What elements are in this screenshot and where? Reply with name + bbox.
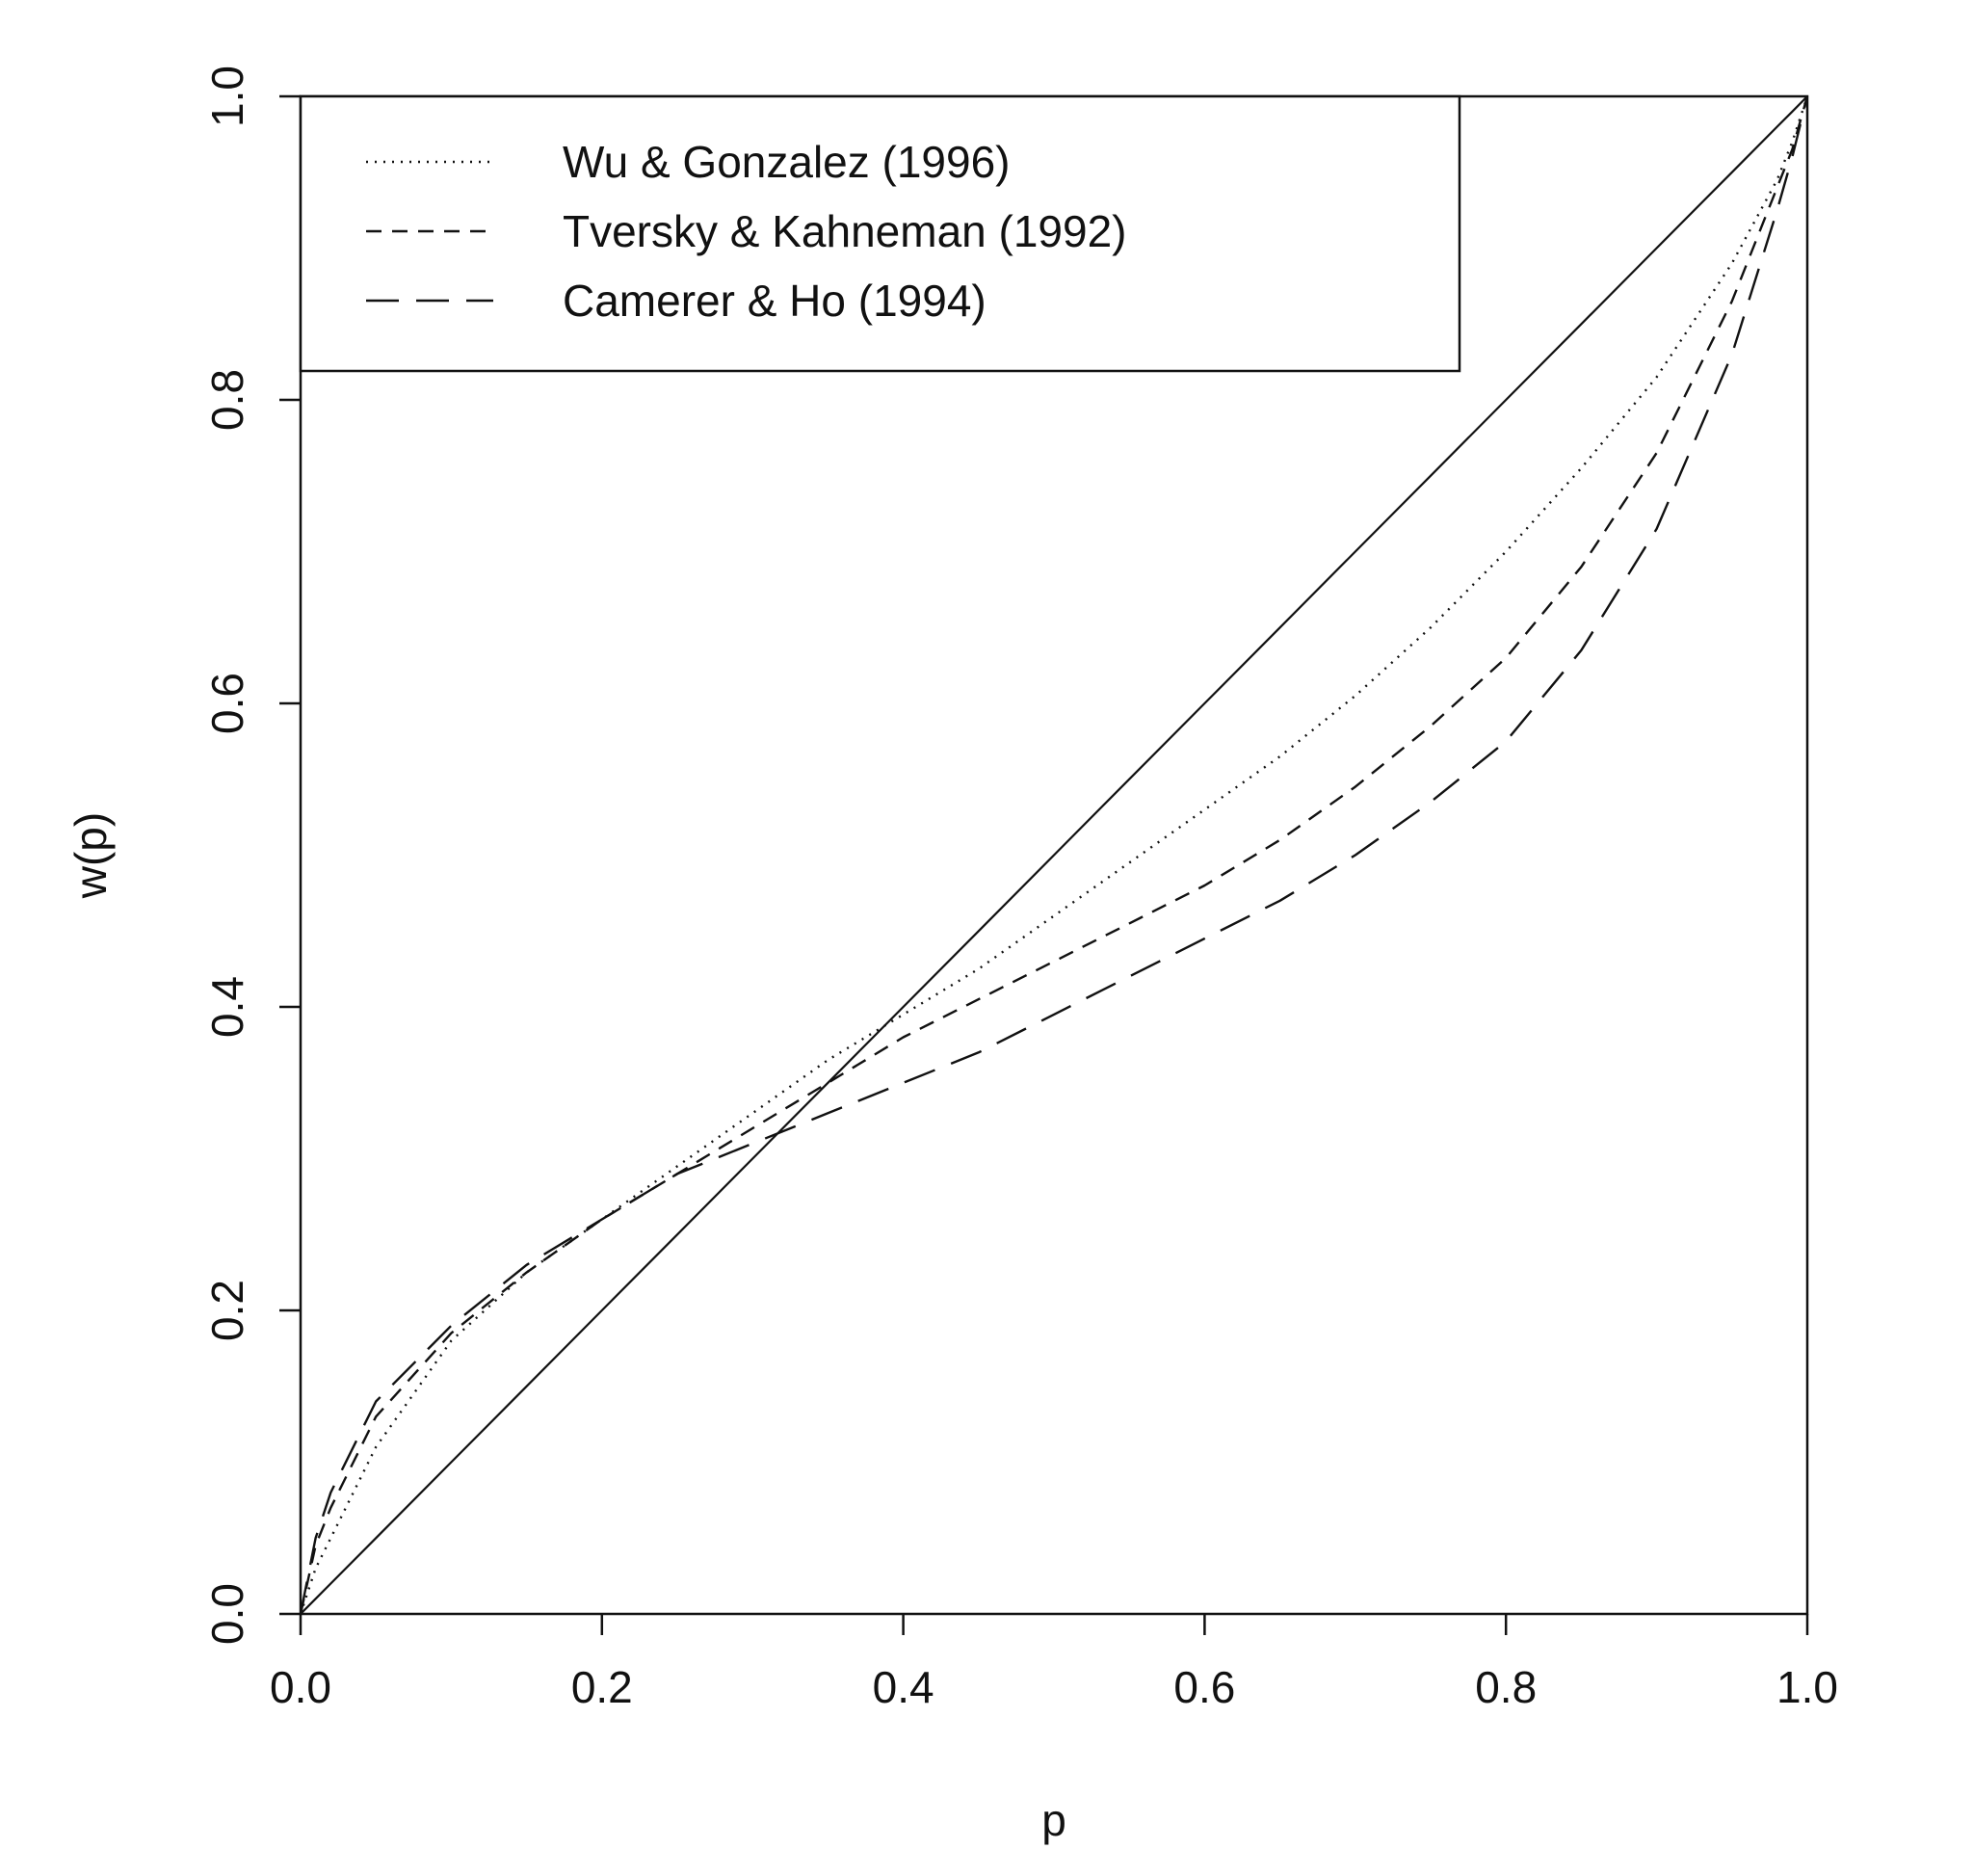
plot-layer	[299, 95, 1809, 1615]
x-tick-label: 0.4	[873, 1662, 934, 1712]
y-tick-label: 0.4	[202, 976, 252, 1038]
x-tick-label: 1.0	[1776, 1662, 1838, 1712]
y-tick-label: 0.8	[202, 369, 252, 431]
series-line-camerer-ho-1994	[299, 95, 1809, 1615]
series-line-wu-gonzalez-1996	[299, 95, 1809, 1615]
y-tick-label: 1.0	[202, 66, 252, 127]
legend-label: Camerer & Ho (1994)	[563, 276, 986, 326]
series-line-tversky-kahneman-1992	[299, 95, 1809, 1615]
series-line-identity	[300, 95, 1808, 1615]
x-tick-label: 0.6	[1173, 1662, 1235, 1712]
legend: Wu & Gonzalez (1996) Tversky & Kahneman (…	[299, 94, 1461, 373]
legend-label: Wu & Gonzalez (1996)	[563, 137, 1011, 187]
y-tick-label: 0.6	[202, 673, 252, 734]
x-tick-label: 0.2	[571, 1662, 633, 1712]
y-tick-label: 0.0	[202, 1583, 252, 1645]
legend-box	[299, 94, 1461, 373]
axes-layer: 0.0 0.2 0.4 0.6 0.8 1.0 0.0 0.2 0.4 0.6 0.8 1.0	[202, 66, 1838, 1712]
x-tick-label: 0.8	[1475, 1662, 1537, 1712]
x-tick-label: 0.0	[270, 1662, 331, 1712]
legend-label: Tversky & Kahneman (1992)	[563, 206, 1127, 256]
x-axis-label: p	[1041, 1795, 1066, 1845]
y-tick-label: 0.2	[202, 1280, 252, 1341]
y-axis-label: w(p)	[66, 812, 116, 899]
